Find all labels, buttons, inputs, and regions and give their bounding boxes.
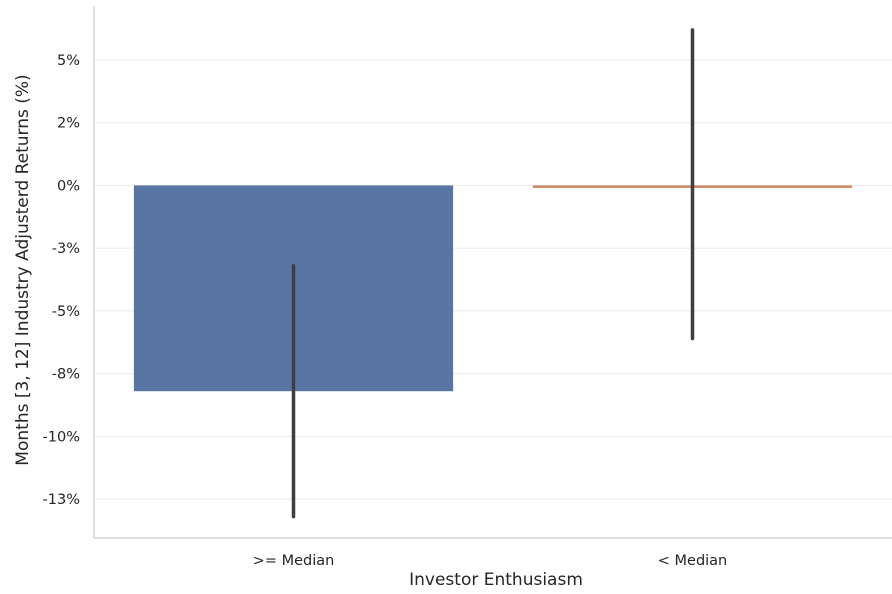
y-tick-label: 0% [57, 178, 80, 194]
error-bars [291, 28, 695, 519]
y-tick-label: -3% [52, 241, 80, 257]
x-tick-labels: >= Median < Median [253, 553, 728, 569]
x-tick-label: < Median [658, 553, 728, 569]
y-tick-label: 2% [57, 116, 80, 132]
y-tick-label: -5% [52, 304, 80, 320]
y-tick-label: -8% [52, 367, 80, 383]
y-tick-label: -13% [43, 492, 80, 508]
y-axis-label: Months [3, 12] Industry Adjusterd Return… [13, 74, 33, 465]
y-tick-labels: 5% 2% 0% -3% -5% -8% -10% -13% [43, 53, 80, 508]
bars [133, 185, 853, 392]
y-tick-label: -10% [43, 429, 80, 445]
x-tick-label: >= Median [253, 553, 335, 569]
y-tick-label: 5% [57, 53, 80, 69]
x-axis-label: Investor Enthusiasm [409, 570, 583, 590]
